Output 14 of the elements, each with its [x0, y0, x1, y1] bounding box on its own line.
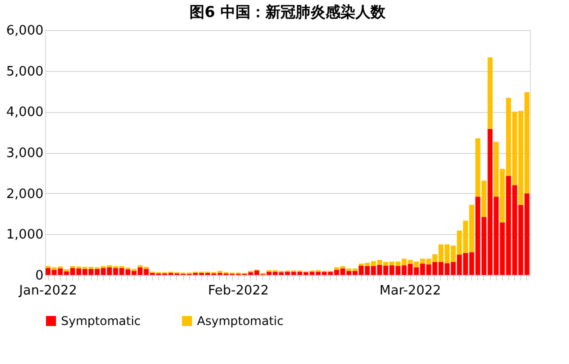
y-tick-label: 0 [35, 268, 44, 284]
y-tick-label: 3,000 [6, 146, 44, 161]
bar [488, 57, 493, 129]
y-tick-label: 2,000 [6, 186, 44, 202]
y-tick-label: 6,000 [6, 24, 44, 38]
chart-title: 图6 中国：新冠肺炎感染人数 [190, 3, 386, 21]
y-tick-label: 5,000 [6, 64, 44, 80]
legend-label: Symptomatic [61, 314, 141, 328]
y-tick-label: 1,000 [6, 228, 44, 243]
x-tick-label: Feb-2022 [208, 284, 269, 298]
x-tick-label: Jan-2022 [18, 284, 77, 298]
y-tick-label: 4,000 [6, 105, 44, 120]
legend-label: Asymptomatic [197, 314, 284, 328]
x-tick-label: Mar-2022 [380, 284, 442, 298]
